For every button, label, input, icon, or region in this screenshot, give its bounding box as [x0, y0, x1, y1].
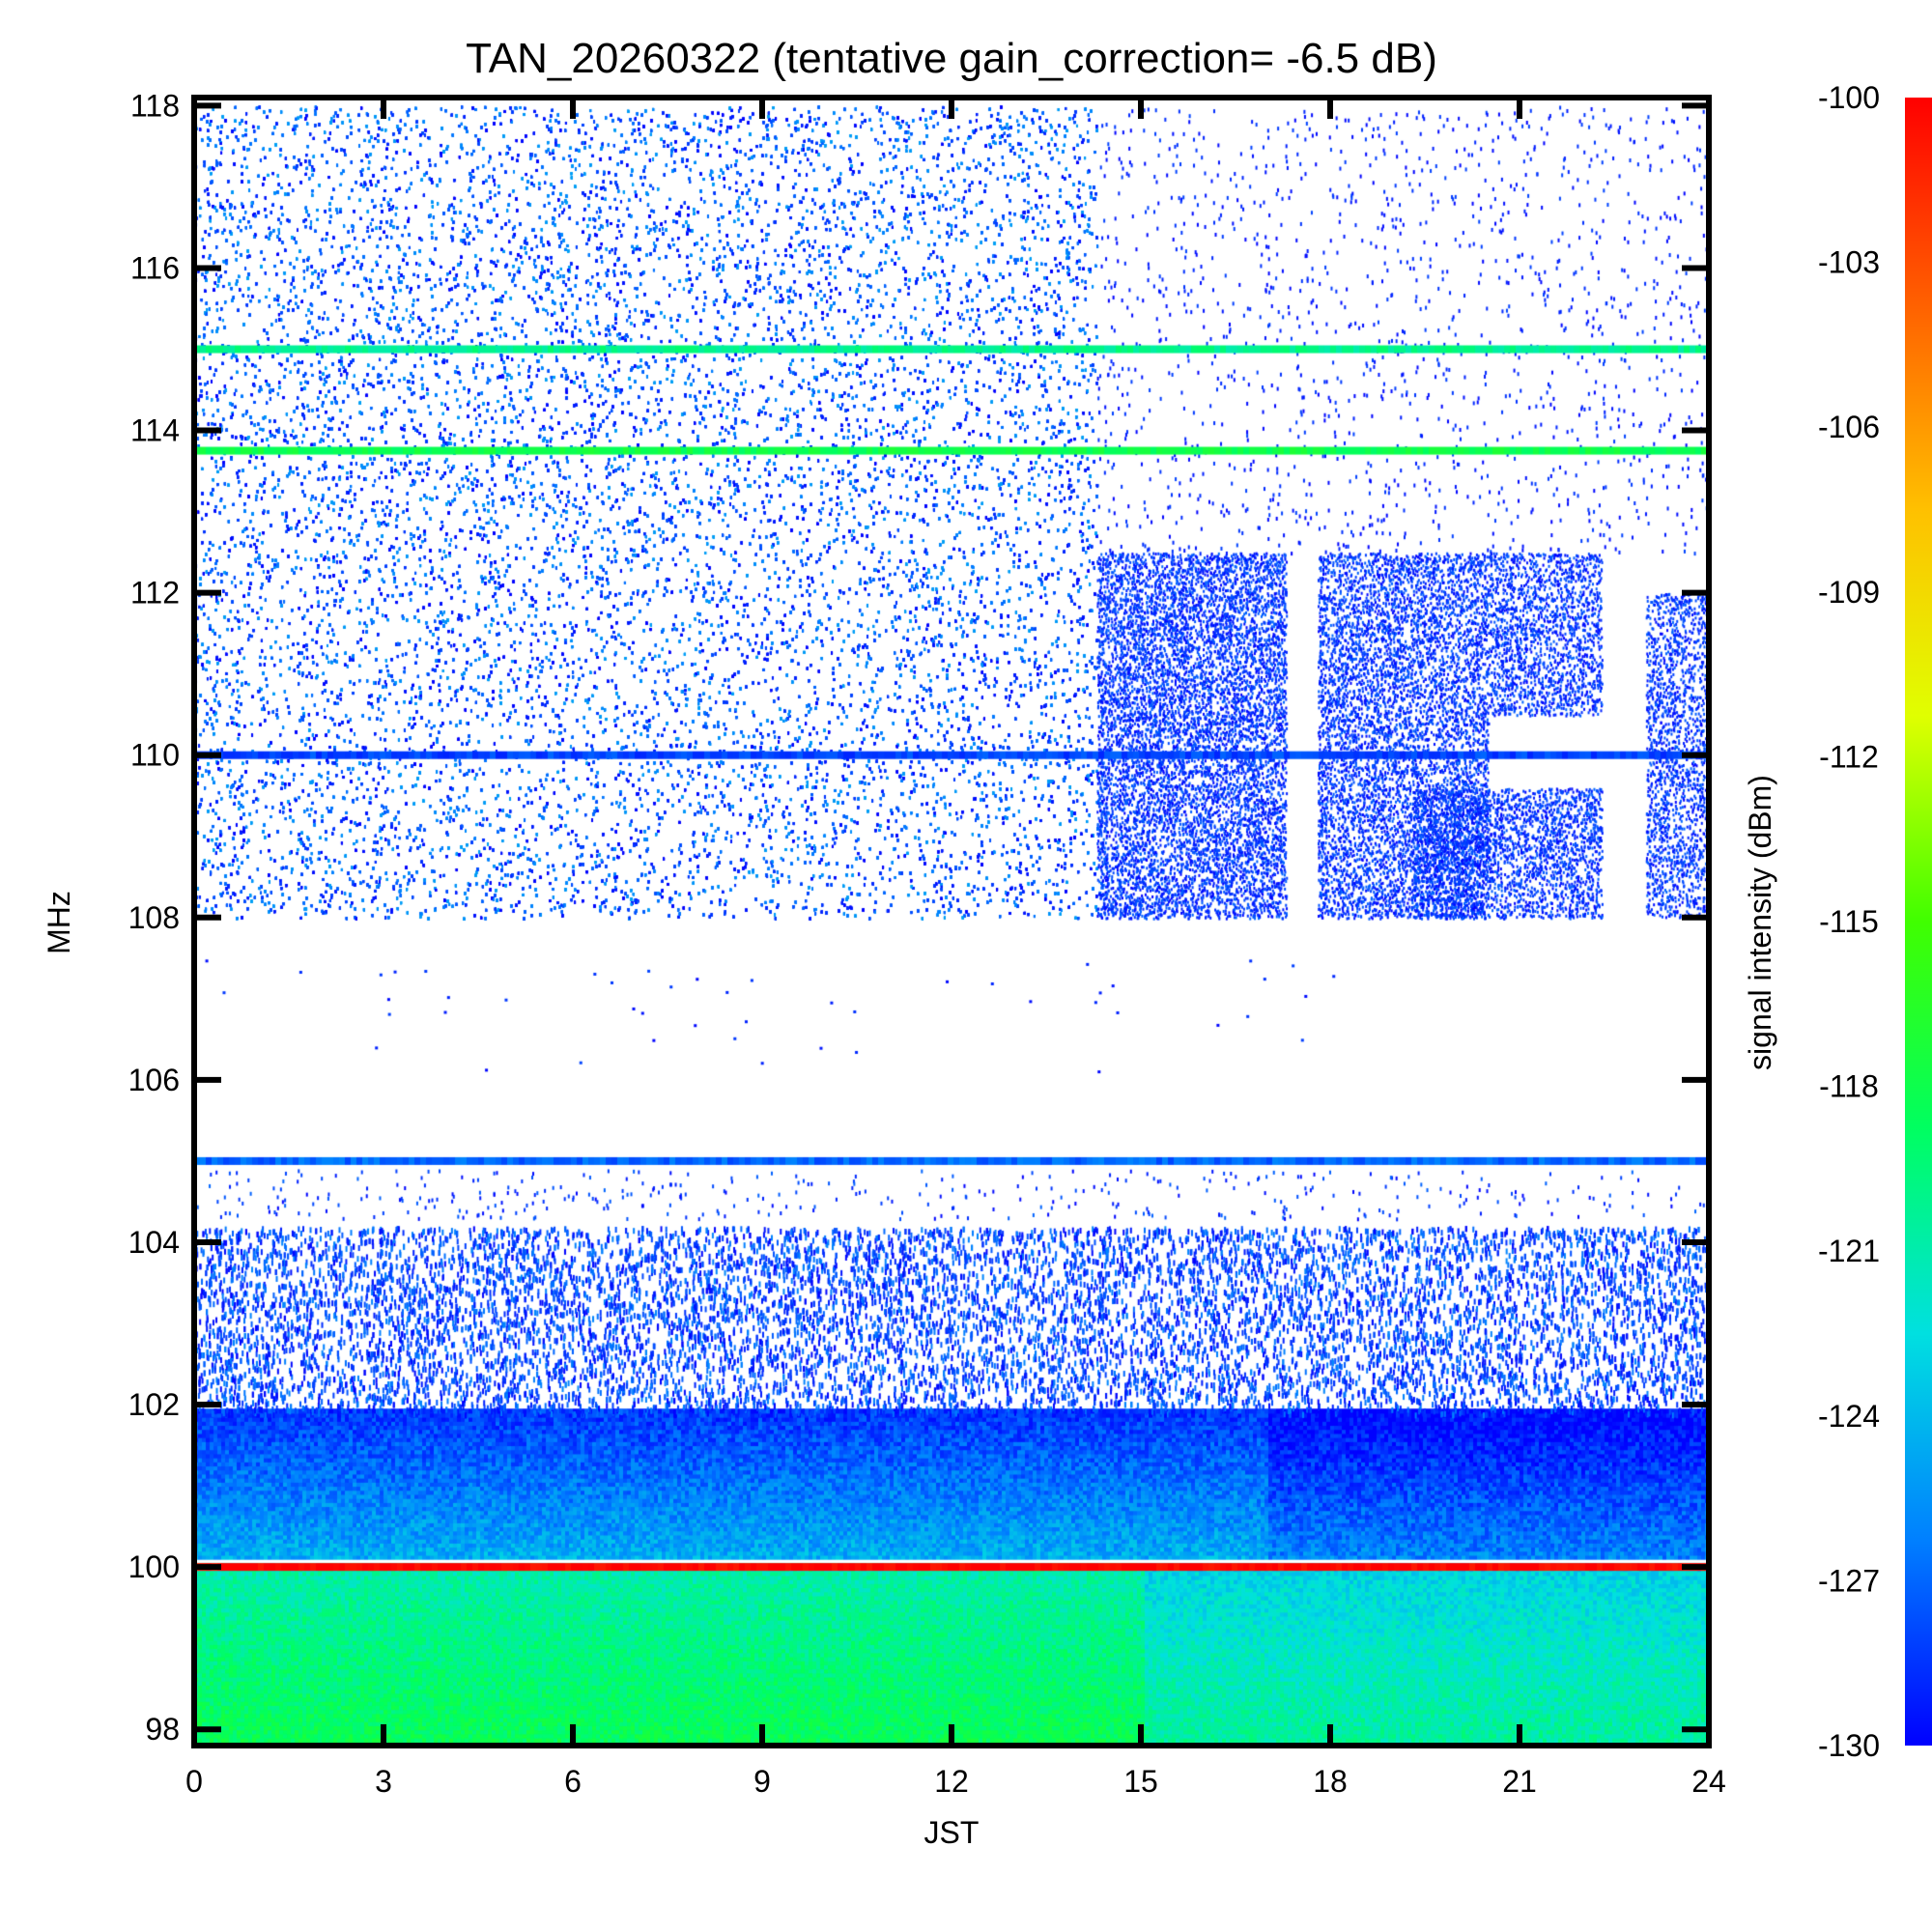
colorbar-tick-label: -124: [1818, 1399, 1880, 1434]
x-tick-label: 3: [375, 1764, 392, 1799]
y-tick-label: 102: [128, 1387, 180, 1422]
y-tick-label: 106: [128, 1063, 180, 1097]
y-tick-label: 98: [145, 1712, 180, 1747]
chart-title: TAN_20260322 (tentative gain_correction=…: [466, 35, 1437, 82]
colorbar-tick-label: -118: [1819, 1069, 1879, 1104]
x-tick-label: 24: [1691, 1764, 1726, 1799]
y-axis-ticks: 98 100 102 104 106 108 110 112 114 116 118: [128, 88, 1709, 1747]
y-tick-label: 114: [130, 413, 180, 448]
colorbar-tick-label: -130: [1818, 1728, 1880, 1763]
colorbar-tick-label: -115: [1819, 904, 1879, 939]
y-tick-label: 116: [130, 250, 180, 285]
colorbar-tick-label: -127: [1818, 1563, 1880, 1598]
y-axis-label: MHz: [42, 891, 76, 954]
colorbar-tick-label: -109: [1818, 575, 1880, 610]
colorbar-ticks: -100 -103 -106 -109 -112 -115 -118 -121 -124 -127…: [1818, 80, 1880, 1763]
x-tick-label: 9: [753, 1764, 771, 1799]
colorbar-tick-label: -106: [1818, 410, 1880, 444]
y-tick-label: 110: [130, 738, 180, 773]
x-tick-label: 6: [564, 1764, 582, 1799]
y-tick-label: 112: [130, 576, 180, 611]
colorbar-tick-label: -112: [1819, 739, 1879, 774]
colorbar-tick-label: -100: [1818, 80, 1880, 115]
x-tick-label: 12: [934, 1764, 969, 1799]
x-tick-label: 15: [1123, 1764, 1158, 1799]
colorbar: [1905, 98, 1932, 1746]
y-tick-label: 108: [128, 900, 180, 935]
y-tick-label: 104: [128, 1225, 180, 1260]
spectrogram-plot-area: [194, 98, 1709, 1746]
y-tick-label: 118: [130, 88, 180, 123]
x-tick-label: 21: [1502, 1764, 1537, 1799]
x-axis-label: JST: [924, 1815, 980, 1850]
x-axis-ticks: 0 3 6 9 12 15 18 21 24: [185, 98, 1726, 1799]
colorbar-tick-label: -103: [1818, 245, 1880, 280]
colorbar-label: signal intensity (dBm): [1743, 775, 1777, 1070]
colorbar-tick-label: -121: [1818, 1234, 1880, 1268]
x-tick-label: 0: [185, 1764, 203, 1799]
y-tick-label: 100: [128, 1549, 180, 1584]
spectrogram-image: [194, 98, 1709, 1746]
x-tick-label: 18: [1313, 1764, 1348, 1799]
